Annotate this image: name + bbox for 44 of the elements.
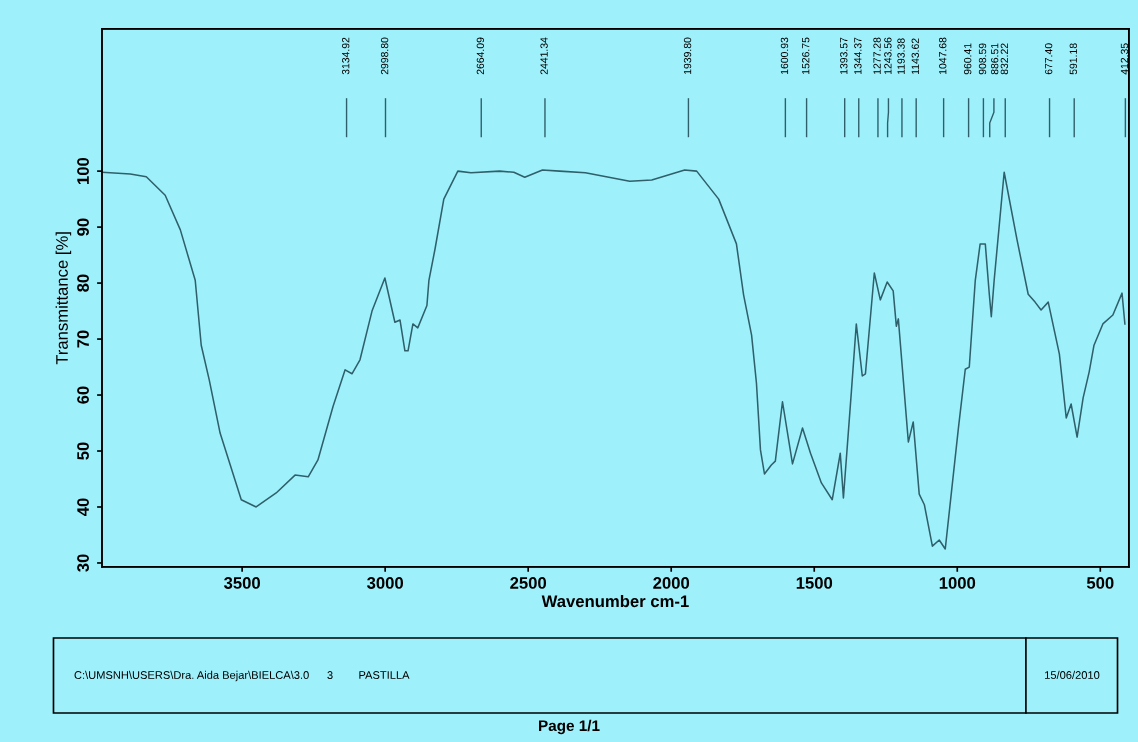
y-tick-label: 60 xyxy=(77,386,89,404)
x2-tick-label: 1600.93 xyxy=(780,37,789,74)
x2-tick-label: 886.51 xyxy=(990,43,999,75)
x2-tick-label: 832.22 xyxy=(1000,43,1009,75)
text: 15/06/2010 xyxy=(1045,670,1100,679)
x2-tick-label: 591.18 xyxy=(1069,43,1077,75)
y-tick-label: 90 xyxy=(77,218,89,236)
x-tick-label: 2000 xyxy=(653,577,690,589)
x-tick-label: 3000 xyxy=(367,577,404,589)
text: Page 1/1 xyxy=(539,719,600,735)
x2-tick-label: 960.41 xyxy=(964,43,972,75)
x2-tick-label: 1344.37 xyxy=(854,37,862,74)
x2-tick-label: 1143.62 xyxy=(911,38,919,74)
x2-tick-label: 1939.80 xyxy=(683,37,692,74)
x-tick-label: 3500 xyxy=(223,577,260,589)
x2-tick-label: 1243.56 xyxy=(884,37,892,74)
y-tick-label: 30 xyxy=(77,554,89,572)
x2-tick-label: 2664.09 xyxy=(476,37,485,75)
text: C:\UMSNH\USERS\Dra. Aida Bejar\BIELCA\3.0 xyxy=(74,670,309,682)
x2-tick-label: 1526.75 xyxy=(802,37,810,74)
y-tick-label: 40 xyxy=(77,498,89,517)
y-tick-label: 100 xyxy=(77,157,89,184)
text: PASTILLA xyxy=(359,671,410,679)
x2-tick-label: 1277.28 xyxy=(873,37,881,74)
x2-tick-label: 3134.92 xyxy=(341,37,350,75)
x2-tick-label: 2998.80 xyxy=(380,37,389,75)
x2-tick-label: 2441.34 xyxy=(540,37,548,75)
x2-tick-label: 1393.57 xyxy=(840,37,848,74)
x-tick-label: 500 xyxy=(1086,577,1114,589)
line-series xyxy=(101,169,1126,550)
x-tick-label: 1500 xyxy=(796,577,833,589)
x-tick-label: 1000 xyxy=(939,577,976,589)
y-tick-label: 50 xyxy=(77,442,89,460)
y-tick-label: 70 xyxy=(77,330,89,348)
y-tick-label: 80 xyxy=(77,274,89,292)
x-axis-title: Wavenumber cm-1 xyxy=(541,594,689,608)
y-axis-title: Transmittance [%] xyxy=(55,232,72,365)
x2-tick-label: 1047.68 xyxy=(939,37,947,74)
x2-tick-label: 677.40 xyxy=(1044,43,1053,75)
x2-tick-label: 1193.38 xyxy=(897,38,905,74)
text: 3 xyxy=(327,671,333,679)
x2-tick-label: 412.35 xyxy=(1120,43,1129,75)
x2-tick-label: 908.59 xyxy=(978,43,987,75)
x-tick-label: 2500 xyxy=(510,577,547,589)
